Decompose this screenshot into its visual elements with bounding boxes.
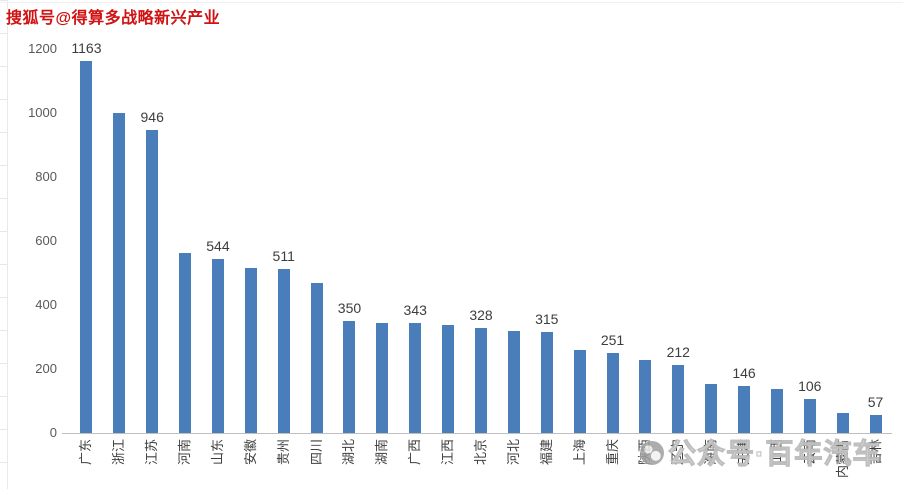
bar: [803, 399, 816, 433]
bar: [705, 384, 718, 433]
bar-value-label: 350: [337, 300, 362, 316]
bar-value-label: 544: [206, 238, 230, 254]
round-logo-icon: [640, 441, 664, 465]
bottom-watermark: 公众号·百年汽车: [640, 420, 881, 476]
bar: [409, 323, 422, 433]
bar: [869, 415, 882, 433]
y-axis-tick-label: 400: [35, 297, 57, 312]
bar: [80, 61, 93, 433]
bar-value-label: 343: [403, 302, 427, 318]
bar-value-label: 315: [535, 311, 559, 327]
spreadsheet-grid-artifact: [0, 0, 8, 489]
y-axis-tick-label: 1000: [28, 105, 57, 120]
bar: [211, 259, 224, 433]
x-axis-label: 河南: [177, 439, 193, 466]
bar: [146, 130, 159, 433]
x-axis-label: 重庆: [604, 439, 620, 466]
x-axis-label: 上海: [571, 439, 587, 466]
x-axis-label: 安徽: [242, 439, 258, 466]
bar: [113, 113, 126, 433]
bar: [573, 350, 586, 433]
bar: [540, 332, 553, 433]
bar: [442, 325, 455, 433]
bar-value-label: 106: [798, 378, 822, 394]
x-axis-label: 广西: [407, 439, 423, 466]
bar-value-label: 511: [272, 248, 295, 264]
bar: [343, 321, 356, 433]
bar-value-label: 57: [867, 394, 884, 410]
x-axis-label: 江西: [440, 439, 456, 466]
x-axis-label: 湖南: [374, 439, 390, 466]
sohu-watermark-text: 搜狐号@得算多战略新兴产业: [6, 10, 221, 27]
row-divider: [0, 2, 903, 3]
bar: [475, 328, 487, 433]
bottom-watermark-text: 公众号·百年汽车: [667, 438, 882, 470]
bar: [606, 353, 619, 433]
y-axis-tick-label: 800: [35, 169, 57, 184]
bar-value-label: 1163: [71, 40, 102, 56]
y-axis-tick-label: 200: [35, 361, 57, 376]
x-axis-label: 江苏: [144, 439, 160, 466]
bar: [310, 283, 323, 433]
bar: [376, 323, 389, 433]
bar-value-label: 212: [666, 344, 690, 360]
bar-value-label: 946: [140, 109, 164, 125]
bar-value-label: 328: [469, 307, 493, 323]
y-axis-tick-label: 600: [35, 233, 57, 248]
bar: [672, 365, 685, 433]
x-axis-label: 湖北: [341, 439, 357, 466]
x-axis-label: 河北: [505, 439, 521, 466]
x-axis-label: 浙江: [111, 439, 127, 466]
y-axis-tick-label: 1200: [28, 41, 57, 56]
bar: [639, 360, 652, 433]
bar: [836, 413, 849, 433]
x-axis-line: [62, 433, 892, 434]
x-axis-label: 山东: [209, 439, 225, 466]
bar: [738, 386, 751, 433]
x-axis-label: 四川: [308, 439, 324, 466]
x-axis-label: 广东: [78, 439, 94, 466]
bar: [770, 389, 783, 433]
x-axis-label: 福建: [538, 439, 554, 466]
bar-value-label: 146: [732, 365, 756, 381]
y-axis-tick-label: 0: [49, 425, 57, 440]
x-axis-label: 贵州: [275, 439, 291, 466]
bar: [507, 331, 520, 433]
bar: [244, 268, 257, 433]
bar: [277, 269, 290, 433]
x-axis-label: 北京: [473, 439, 488, 466]
bar: [179, 253, 192, 433]
bar-value-label: 251: [600, 332, 625, 348]
